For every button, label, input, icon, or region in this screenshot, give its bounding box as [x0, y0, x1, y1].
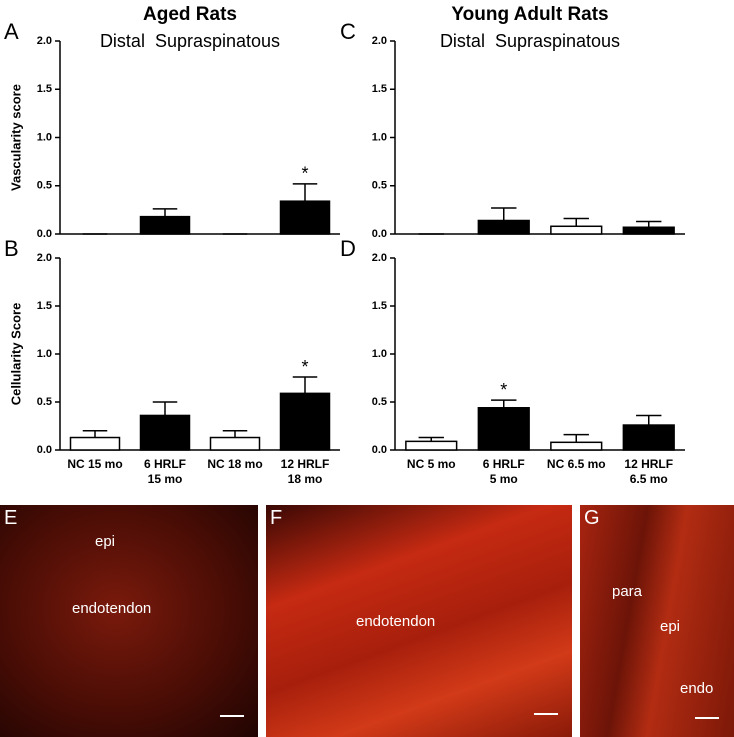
- x-tick-label-line: 6 HRLF: [144, 457, 186, 471]
- x-tick-label-line: NC 6.5 mo: [547, 457, 606, 471]
- tissue-label: endo: [680, 680, 714, 697]
- tissue-label: para: [612, 583, 643, 600]
- y-tick-label: 1.5: [372, 300, 387, 312]
- x-tick-label: 6 HRLF 15 mo: [144, 457, 186, 486]
- y-tick-label: 2.0: [372, 252, 387, 264]
- x-tick-label: 12 HRLF 6.5 mo: [624, 457, 673, 486]
- y-tick-label: 0.5: [37, 396, 52, 408]
- y-tick-label: 1.0: [372, 348, 387, 360]
- error-bar: [563, 433, 589, 443]
- y-tick-label: 1.5: [372, 83, 387, 95]
- scale-bar: [220, 715, 244, 717]
- bar: [477, 219, 530, 235]
- x-tick-label: NC 18 mo: [207, 457, 262, 471]
- x-tick-label-line: 18 mo: [288, 472, 323, 486]
- chart-title: Aged Rats: [143, 4, 237, 25]
- y-tick-label: 1.0: [37, 131, 52, 143]
- x-tick-label-line: 12 HRLF: [281, 457, 330, 471]
- error-bar: [152, 401, 178, 416]
- significance-mark: *: [301, 357, 308, 377]
- y-tick-label: 2.0: [37, 35, 52, 47]
- scale-bar: [695, 717, 719, 719]
- x-tick-label-line: NC 5 mo: [407, 457, 456, 471]
- scale-bar: [534, 713, 558, 715]
- error-bar: [636, 220, 662, 228]
- error-bar: [152, 208, 178, 217]
- bar: [279, 200, 331, 235]
- error-bar: [292, 376, 318, 394]
- y-tick-label: 0.5: [37, 180, 52, 192]
- tissue-label: endotendon: [72, 600, 152, 617]
- bar: [477, 407, 530, 451]
- bar: [622, 424, 675, 451]
- bar: [550, 225, 603, 235]
- error-bar: [636, 414, 662, 426]
- bar: [405, 440, 458, 451]
- y-tick-label: 1.5: [37, 83, 52, 95]
- error-bar: [491, 399, 517, 408]
- bar: [139, 215, 191, 235]
- x-tick-label-line: 5 mo: [490, 472, 518, 486]
- x-tick-label: 6 HRLF 5 mo: [483, 457, 525, 486]
- x-tick-label: NC 15 mo: [67, 457, 122, 471]
- x-tick-label-line: NC 18 mo: [207, 457, 262, 471]
- charts: A Aged Rats Distal Supraspinatous Vasculari…: [4, 4, 685, 486]
- y-tick-label: 1.0: [37, 348, 52, 360]
- error-bar: [82, 430, 108, 438]
- y-tick-label: 0.0: [372, 444, 387, 456]
- x-tick-label-line: 6 HRLF: [483, 457, 525, 471]
- bar: [622, 226, 675, 235]
- y-tick-label: 2.0: [372, 35, 387, 47]
- x-tick-label-line: 15 mo: [148, 472, 183, 486]
- tissue-label: endotendon: [356, 613, 436, 630]
- panel-letter: G: [584, 507, 600, 529]
- y-tick-label: 0.5: [372, 396, 387, 408]
- panel-letter: A: [4, 19, 19, 44]
- bar: [209, 436, 261, 451]
- panel-letter: F: [270, 507, 283, 529]
- x-tick-label: NC 5 mo: [407, 457, 456, 471]
- bar: [279, 392, 331, 451]
- x-tick-label: NC 6.5 mo: [547, 457, 606, 471]
- x-tick-label: 12 HRLF 18 mo: [281, 457, 330, 486]
- y-tick-label: 0.5: [372, 180, 387, 192]
- x-tick-label-line: 6.5 mo: [630, 472, 668, 486]
- error-bar: [292, 183, 318, 202]
- error-bar: [418, 436, 444, 442]
- tissue-label: epi: [95, 533, 116, 550]
- y-axis-label: Vascularity score: [8, 84, 23, 191]
- panel-letter: D: [340, 236, 356, 261]
- y-tick-label: 0.0: [37, 228, 52, 240]
- error-bar: [491, 207, 517, 221]
- y-tick-label: 0.0: [372, 228, 387, 240]
- y-tick-label: 1.5: [37, 300, 52, 312]
- y-axis-label: Cellularity Score: [8, 303, 23, 406]
- x-tick-label-line: NC 15 mo: [67, 457, 122, 471]
- chart-title: Young Adult Rats: [451, 4, 608, 25]
- y-tick-label: 0.0: [37, 444, 52, 456]
- tissue-label: epi: [660, 618, 681, 635]
- significance-mark: *: [500, 380, 507, 400]
- y-tick-label: 2.0: [37, 252, 52, 264]
- bar: [550, 441, 603, 451]
- panel-letter: C: [340, 19, 356, 44]
- panel-letter: E: [4, 507, 18, 529]
- bar: [69, 436, 121, 451]
- error-bar: [222, 430, 248, 438]
- panel-letter: B: [4, 236, 19, 261]
- significance-mark: *: [301, 164, 308, 184]
- chart-subtitle: Distal Supraspinatous: [440, 31, 620, 51]
- bar: [139, 414, 191, 451]
- error-bar: [563, 217, 589, 227]
- chart-subtitle: Distal Supraspinatous: [100, 31, 280, 51]
- y-tick-label: 1.0: [372, 131, 387, 143]
- x-tick-label-line: 12 HRLF: [624, 457, 673, 471]
